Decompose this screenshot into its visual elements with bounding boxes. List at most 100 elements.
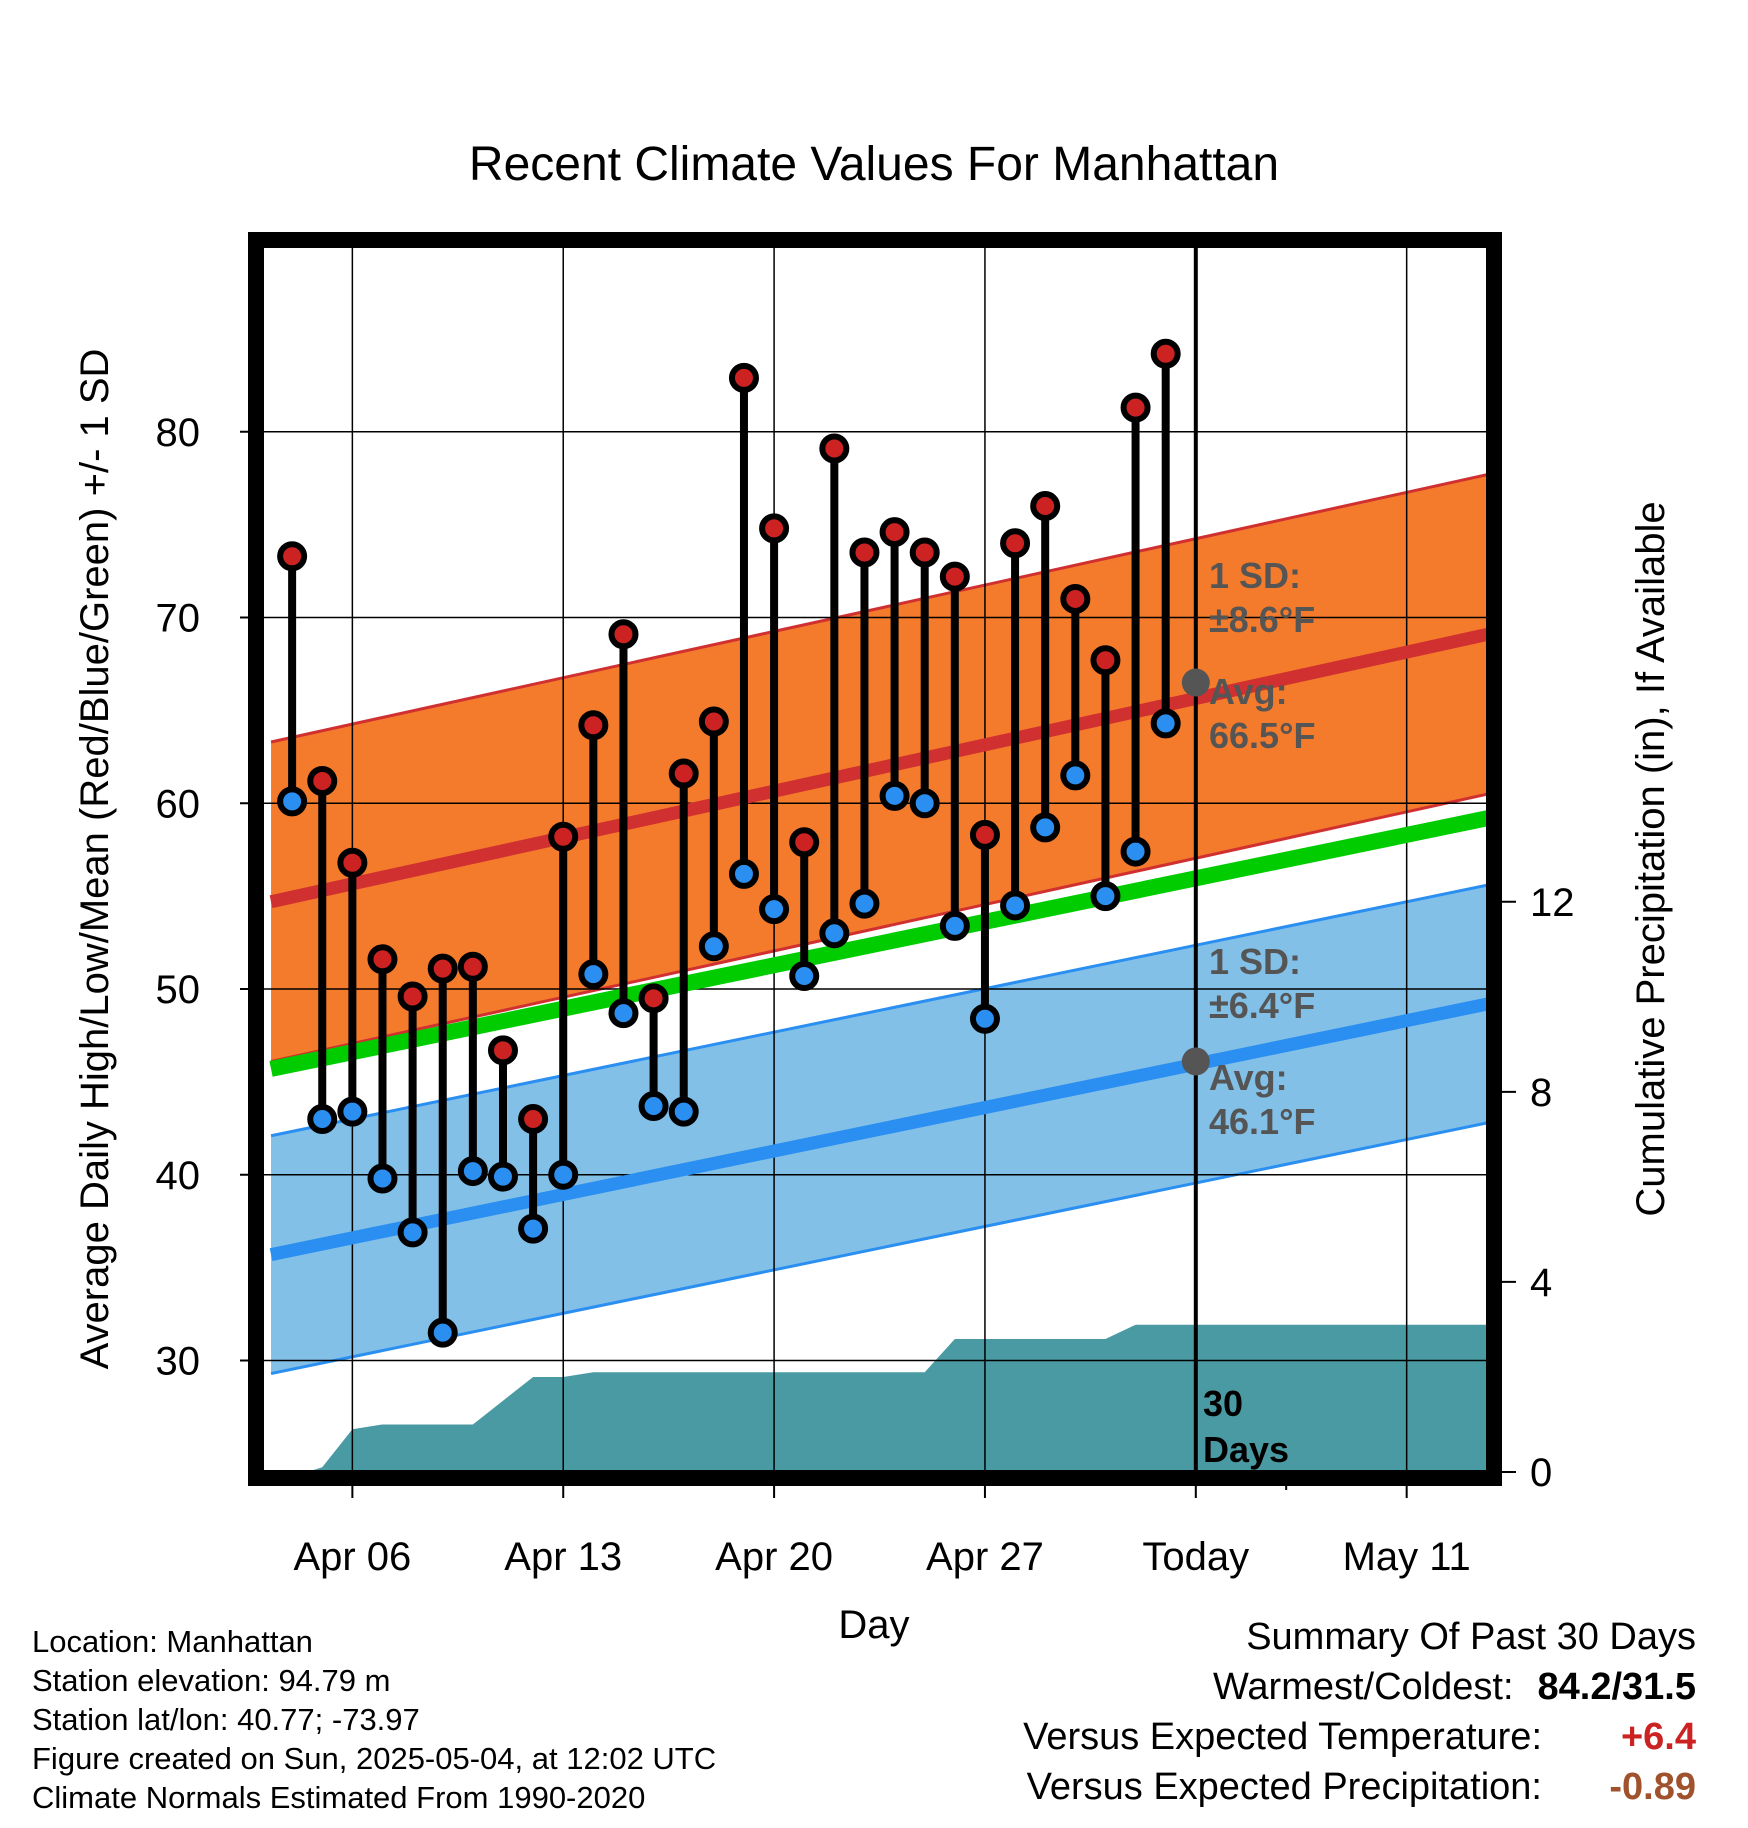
y-tick-label: 80 (156, 411, 201, 455)
daily-bar (1060, 583, 1091, 791)
daily-low-point (427, 1317, 458, 1348)
daily-low-point (759, 894, 790, 925)
daily-high-point (518, 1104, 549, 1135)
daily-bar (759, 513, 790, 925)
daily-bar (668, 758, 699, 1127)
daily-bar (849, 537, 880, 919)
daily-high-point (427, 953, 458, 984)
daily-high-point (638, 983, 669, 1014)
daily-high-point (1000, 528, 1031, 559)
daily-bar (518, 1104, 549, 1244)
daily-bar (457, 951, 488, 1187)
chart-title: Recent Climate Values For Manhattan (469, 138, 1279, 191)
daily-bar (909, 537, 940, 819)
y-tick-label: 70 (156, 597, 201, 641)
daily-high-point (759, 513, 790, 544)
daily-low-point (849, 888, 880, 919)
daily-low-point (1060, 760, 1091, 791)
low-avg-label-line2: 46.1°F (1209, 1101, 1315, 1142)
station-info: Location: Manhattan Station elevation: 9… (32, 1622, 716, 1817)
normal-low-line (269, 997, 1488, 1262)
plot-area (262, 246, 1488, 1472)
daily-high-point (337, 847, 368, 878)
daily-bar (819, 433, 850, 949)
high-sd-upper-edge (270, 473, 1488, 744)
low-sd-label-line2: ±6.4°F (1209, 985, 1315, 1026)
x-tick-label: Apr 13 (504, 1535, 622, 1579)
high-avg-label-line1: Avg: (1209, 671, 1288, 712)
y-tick-label: 30 (156, 1340, 201, 1384)
daily-low-point (789, 961, 820, 992)
elevation-text: Station elevation: 94.79 m (32, 1663, 391, 1698)
y2-tick-label: 0 (1530, 1451, 1552, 1495)
daily-high-point (578, 710, 609, 741)
daily-low-point (487, 1161, 518, 1192)
plot-frame (248, 232, 1502, 1486)
daily-bar (427, 953, 458, 1348)
low-sd-label-line1: 1 SD: (1209, 941, 1301, 982)
precip-value: -0.89 (1609, 1766, 1696, 1808)
daily-low-point (548, 1159, 579, 1190)
daily-low-point (457, 1156, 488, 1187)
daily-high-point (397, 981, 428, 1012)
daily-high-point (1120, 392, 1151, 423)
daily-bar (969, 819, 1000, 1034)
daily-bar (367, 944, 398, 1194)
y2-axis: 0 4 8 12 (1494, 881, 1575, 1495)
daily-low-point (1120, 836, 1151, 867)
daily-low-point (337, 1096, 368, 1127)
daily-low-point (1000, 890, 1031, 921)
low-sd-lower-edge (270, 1121, 1488, 1376)
high-sd-label-line2: ±8.6°F (1209, 599, 1315, 640)
x-tick-label: Apr 20 (715, 1535, 833, 1579)
precip-label: Versus Expected Precipitation: (1026, 1766, 1542, 1808)
daily-bar (548, 821, 579, 1190)
daily-high-point (969, 819, 1000, 850)
daily-bar (397, 981, 428, 1248)
x-tick-label: Today (1142, 1535, 1249, 1579)
y2-tick-label: 8 (1530, 1071, 1552, 1115)
daily-high-point (307, 765, 338, 796)
normals-text: Climate Normals Estimated From 1990-2020 (32, 1780, 646, 1815)
daily-high-point (1030, 491, 1061, 522)
daily-high-point (487, 1035, 518, 1066)
y2-axis-label: Cumulative Precipitation (in), If Availa… (1629, 501, 1673, 1216)
warmest-label: Warmest/Coldest: (1212, 1666, 1514, 1708)
daily-high-point (1060, 583, 1091, 614)
daily-low-point (578, 959, 609, 990)
x-tick-label: Apr 06 (293, 1535, 411, 1579)
summary-temp-row: Versus Expected Temperature: +6.4 (1023, 1712, 1696, 1762)
daily-low-point (1030, 812, 1061, 843)
daily-high-point (277, 541, 308, 572)
daily-bar (1120, 392, 1151, 867)
low-avg-label-line1: Avg: (1209, 1057, 1288, 1098)
temp-value: +6.4 (1620, 1716, 1696, 1758)
temp-label: Versus Expected Temperature: (1023, 1716, 1542, 1758)
daily-bar (1030, 491, 1061, 843)
daily-bar (1000, 528, 1031, 921)
summary-title: Summary Of Past 30 Days (1246, 1616, 1696, 1658)
daily-low-point (698, 931, 729, 962)
daily-low-point (307, 1104, 338, 1135)
daily-bar (879, 517, 910, 811)
daily-bar (638, 983, 669, 1122)
y-tick-label: 60 (156, 782, 201, 826)
daily-bar (578, 710, 609, 990)
y-axis-label: Average Daily High/Low/Mean (Red/Blue/Gr… (73, 349, 117, 1370)
daily-high-point (819, 433, 850, 464)
daily-bar (608, 619, 639, 1029)
daily-bar (1150, 338, 1181, 739)
daily-high-point (1090, 645, 1121, 676)
warmest-value: 84.2/31.5 (1537, 1666, 1696, 1708)
high-avg-label-line2: 66.5°F (1209, 715, 1315, 756)
daily-low-point (1090, 881, 1121, 912)
daily-high-point (879, 517, 910, 548)
daily-high-point (608, 619, 639, 650)
summary-precip-row: Versus Expected Precipitation: -0.89 (1023, 1762, 1696, 1812)
daily-high-point (367, 944, 398, 975)
x-tick-label: May 11 (1343, 1535, 1471, 1579)
daily-low-point (728, 858, 759, 889)
high-sd-label-line1: 1 SD: (1209, 555, 1301, 596)
daily-high-point (548, 821, 579, 852)
